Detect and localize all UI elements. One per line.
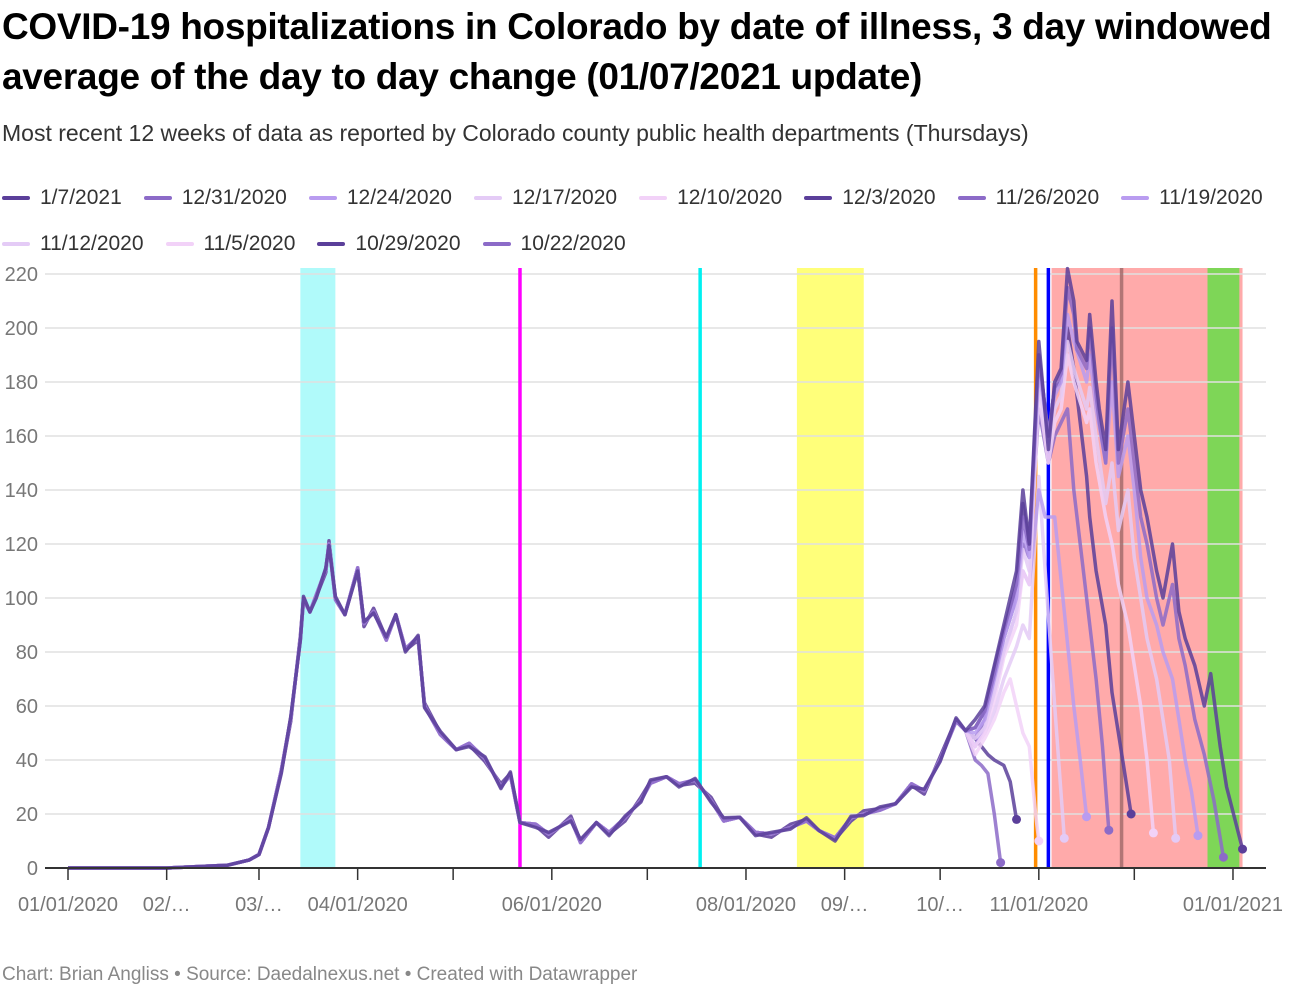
legend-swatch	[482, 242, 511, 246]
legend-label: 12/24/2020	[346, 186, 452, 209]
legend-item: 11/19/2020	[1121, 180, 1263, 216]
legend-swatch	[2, 242, 30, 246]
series-line	[68, 266, 1245, 870]
series-line	[68, 407, 1111, 870]
y-tick-label: 0	[27, 858, 38, 880]
legend-swatch	[957, 196, 986, 200]
series-line	[68, 312, 1200, 870]
series-end-marker	[1126, 809, 1136, 819]
series-end-marker	[1171, 833, 1181, 843]
legend-swatch	[473, 196, 502, 200]
y-tick-label: 160	[5, 426, 38, 448]
x-tick-label: 02/…	[143, 894, 191, 916]
legend-swatch	[308, 196, 337, 200]
y-tick-label: 60	[16, 696, 38, 718]
series-end-marker	[1104, 825, 1114, 835]
legend-label: 10/29/2020	[355, 232, 461, 255]
series-line	[68, 474, 1067, 870]
x-tick-label: 08/01/2020	[696, 894, 796, 916]
chart-title: COVID-19 hospitalizations in Colorado by…	[2, 6, 1272, 97]
legend-item: 10/29/2020	[317, 226, 461, 262]
legend-swatch	[165, 242, 194, 246]
legend-item: 12/3/2020	[804, 180, 936, 216]
legend-label: 12/3/2020	[842, 186, 936, 209]
series-end-marker	[1082, 812, 1092, 822]
legend-label: 11/5/2020	[203, 232, 296, 255]
legend-label: 12/17/2020	[511, 186, 618, 209]
y-tick-label: 200	[5, 318, 38, 340]
series-end-marker	[1148, 828, 1158, 838]
x-tick-label: 04/01/2020	[308, 894, 408, 916]
x-tick-label: 06/01/2020	[502, 894, 602, 916]
series-end-marker	[1059, 833, 1069, 843]
x-tick-label: 01/01/2020	[18, 894, 118, 916]
legend-label: 11/26/2020	[995, 186, 1100, 209]
legend-swatch	[317, 242, 346, 246]
legend-item: 12/31/2020	[143, 180, 287, 216]
y-tick-label: 140	[5, 480, 38, 502]
legend-item: 10/22/2020	[482, 226, 626, 262]
legend-item: 11/12/2020	[2, 226, 144, 262]
y-tick-label: 180	[5, 372, 38, 394]
x-tick-label: 01/01/2021	[1183, 894, 1283, 916]
series-line	[68, 539, 1041, 870]
legend-swatch	[639, 196, 668, 200]
chart-footer: Chart: Brian Angliss • Source: Daedalnex…	[2, 964, 638, 985]
y-tick-label: 20	[16, 804, 38, 826]
legend-swatch	[1121, 196, 1150, 200]
series-end-marker	[1218, 852, 1228, 862]
x-tick-label: 10/…	[916, 894, 964, 916]
y-tick-label: 100	[5, 588, 38, 610]
legend-label: 12/31/2020	[181, 186, 287, 209]
series-group	[68, 266, 1248, 870]
chart-subtitle: Most recent 12 weeks of data as reported…	[2, 120, 1029, 146]
legend: 1/7/2021 12/31/2020 12/24/2020 12/17/2020 12…	[2, 180, 1292, 262]
x-tick-label: 11/01/2020	[990, 894, 1089, 916]
legend-item: 11/5/2020	[165, 226, 296, 262]
series-end-marker	[996, 858, 1006, 868]
legend-swatch	[2, 196, 30, 200]
legend-item: 12/10/2020	[639, 180, 782, 216]
series-end-marker	[1238, 844, 1248, 854]
x-tick-label: 03/…	[235, 894, 283, 916]
legend-swatch	[804, 196, 833, 200]
y-tick-label: 40	[16, 750, 38, 772]
legend-swatch	[143, 196, 172, 200]
legend-label: 1/7/2021	[40, 186, 122, 209]
y-tick-label: 80	[16, 642, 38, 664]
y-tick-label: 220	[5, 264, 38, 286]
series-end-marker	[1034, 836, 1044, 846]
x-tick-label: 09/…	[821, 894, 869, 916]
y-tick-label: 120	[5, 534, 38, 556]
background-band	[300, 268, 336, 868]
series-end-marker	[1012, 814, 1022, 824]
legend-label: 11/12/2020	[40, 232, 144, 255]
legend-item: 11/26/2020	[957, 180, 1100, 216]
legend-item: 1/7/2021	[2, 180, 122, 216]
legend-label: 11/19/2020	[1159, 186, 1263, 209]
series-end-marker	[1193, 831, 1203, 841]
series-line	[68, 488, 1089, 870]
legend-item: 12/24/2020	[308, 180, 452, 216]
legend-label: 10/22/2020	[520, 232, 626, 255]
background-band	[796, 268, 864, 868]
legend-item: 12/17/2020	[473, 180, 618, 216]
legend-label: 12/10/2020	[677, 186, 783, 209]
